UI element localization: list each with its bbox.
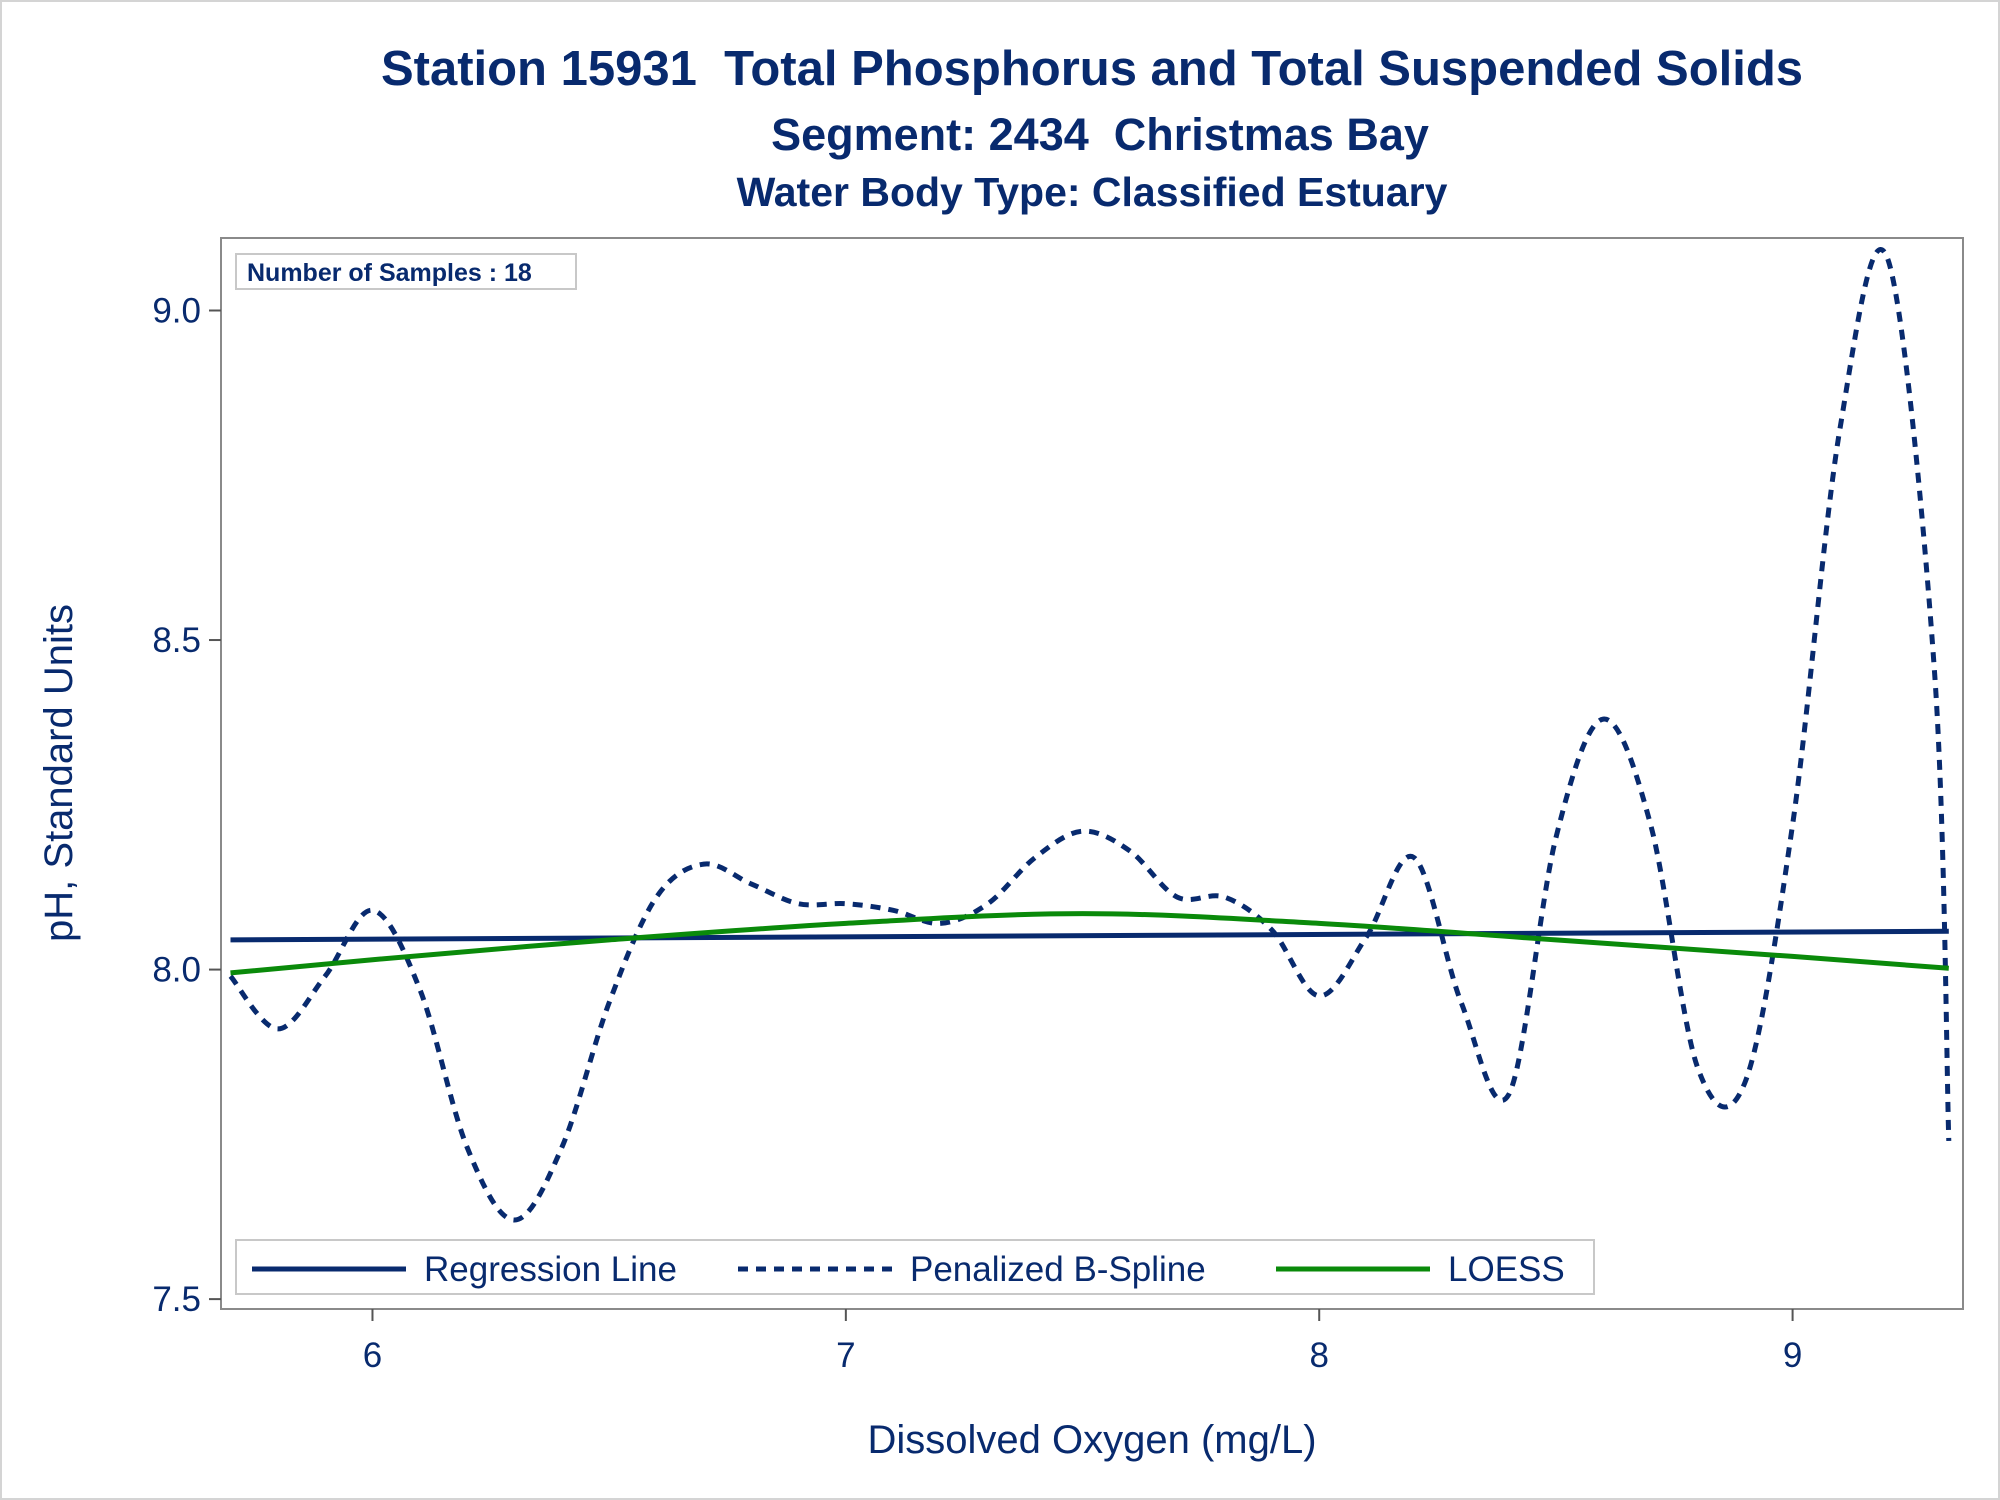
x-tick-label: 6	[363, 1336, 382, 1375]
chart-subtitle-2: Water Body Type: Classified Estuary	[737, 169, 1448, 215]
series-layer	[228, 247, 1952, 1223]
plot-area	[220, 237, 1964, 1310]
sample-count-box	[235, 253, 577, 290]
chart-title: Station 15931 Total Phosphorus and Total…	[381, 42, 1803, 96]
x-tick-label: 9	[1783, 1336, 1802, 1375]
series-regression-line	[230, 928, 1949, 943]
legend-label-spline: Penalized B-Spline	[910, 1250, 1206, 1289]
legend-label-regression: Regression Line	[424, 1250, 677, 1289]
x-tick-label: 8	[1309, 1336, 1328, 1375]
y-tick-label: 8.5	[152, 621, 201, 660]
series-loess	[230, 911, 1949, 976]
legend-label-loess: LOESS	[1448, 1250, 1565, 1289]
y-axis-label: pH, Standard Units	[37, 604, 81, 942]
x-axis-label: Dissolved Oxygen (mg/L)	[867, 1418, 1316, 1462]
legend: Regression Line Penalized B-Spline LOESS	[235, 1239, 1595, 1295]
series-penalized-b-spline	[228, 247, 1952, 1223]
y-tick-label: 7.5	[152, 1280, 201, 1319]
legend-box	[235, 1239, 1595, 1295]
chart-subtitle: Segment: 2434 Christmas Bay	[771, 109, 1429, 160]
x-tick-label: 7	[836, 1336, 855, 1375]
sample-count-label: Number of Samples : 18	[247, 259, 532, 287]
x-axis: 6 7 8 9	[363, 1309, 1802, 1375]
y-axis: 7.5 8.0 8.5 9.0	[152, 291, 221, 1319]
y-tick-label: 9.0	[152, 291, 201, 330]
y-tick-label: 8.0	[152, 951, 201, 990]
